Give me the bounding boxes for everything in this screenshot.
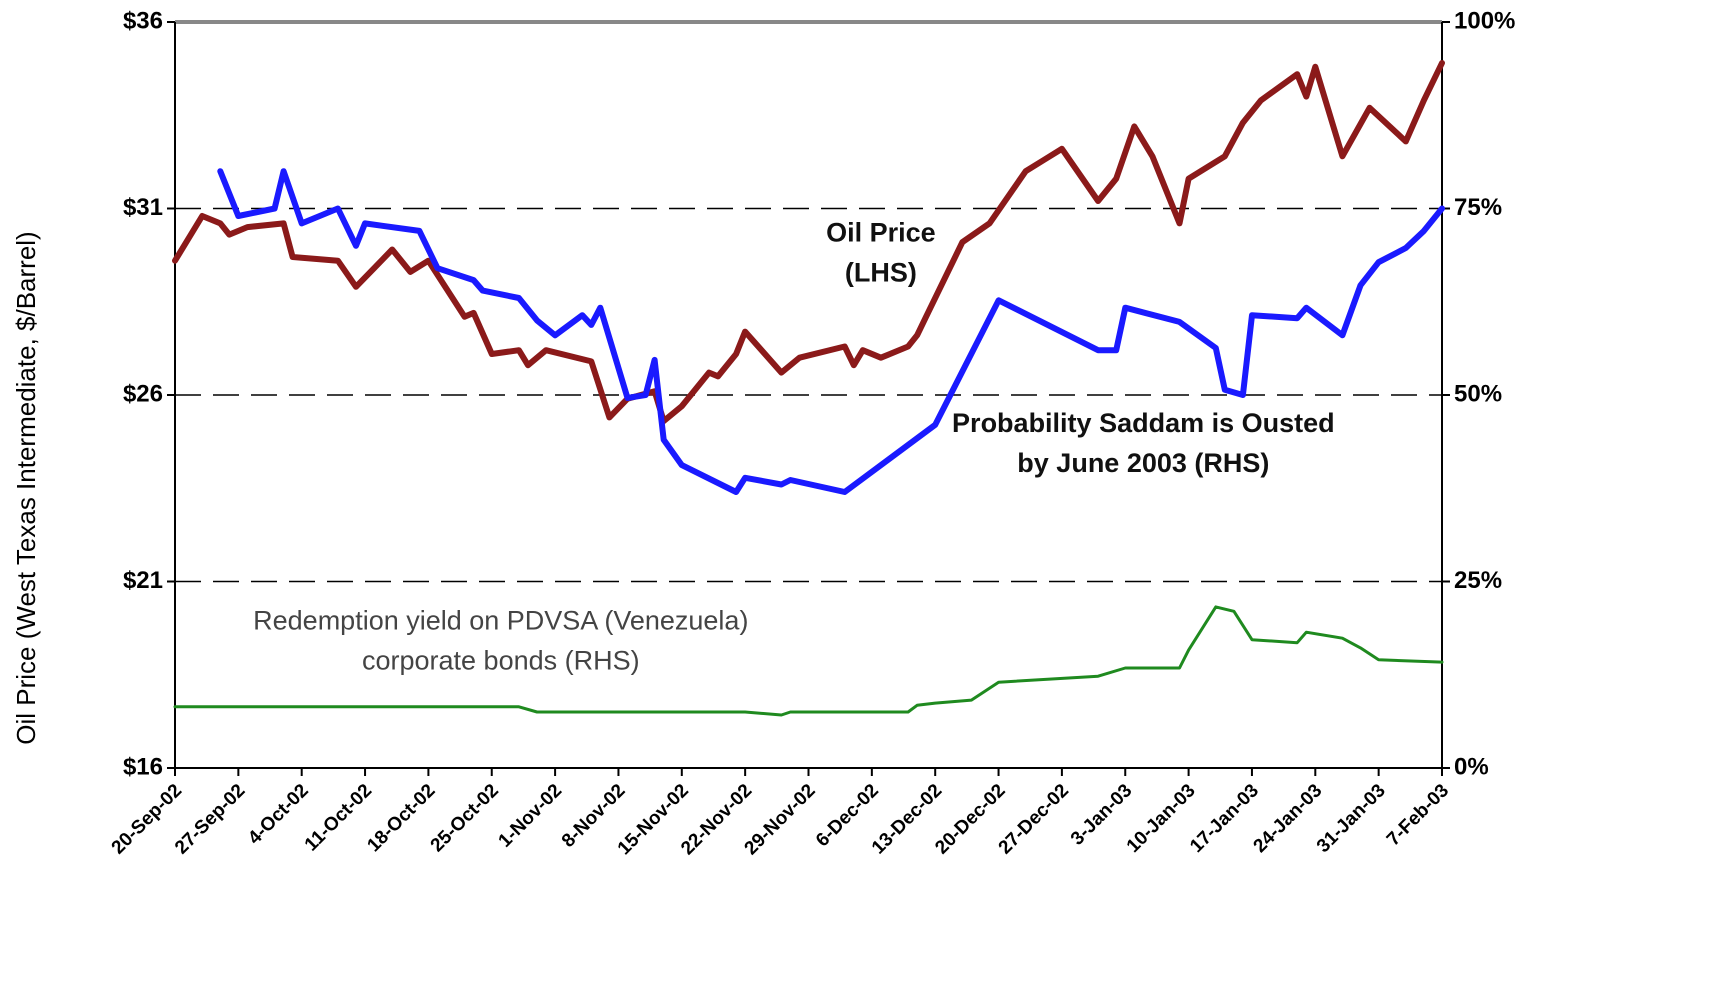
annotation: Probability Saddam is Ousted xyxy=(952,408,1335,438)
y-tick-label: $16 xyxy=(123,753,163,780)
y2-tick-label: 50% xyxy=(1454,380,1502,407)
y-axis-label: Oil Price (West Texas Intermediate, $/Ba… xyxy=(11,231,41,744)
y-tick-label: $21 xyxy=(123,567,163,594)
y2-tick-label: 75% xyxy=(1454,194,1502,221)
x-tick-label: 31-Jan-03 xyxy=(1313,780,1390,857)
series-line xyxy=(172,60,1445,425)
y-tick-label: $31 xyxy=(123,194,163,221)
y-tick-label: $26 xyxy=(123,380,163,407)
y2-tick-label: 25% xyxy=(1454,567,1502,594)
y2-tick-label: 0% xyxy=(1454,753,1489,780)
x-tick-label: 25-Oct-02 xyxy=(427,780,503,856)
annotation: (LHS) xyxy=(845,258,917,288)
y-tick-label: $36 xyxy=(123,7,163,34)
annotation: Redemption yield on PDVSA (Venezuela) xyxy=(253,606,748,636)
annotation: by June 2003 (RHS) xyxy=(1017,448,1269,478)
x-tick-label: 7-Feb-03 xyxy=(1383,780,1453,850)
annotation: corporate bonds (RHS) xyxy=(362,646,640,676)
series-line xyxy=(173,605,1444,717)
x-tick-label: 18-Oct-02 xyxy=(363,780,439,856)
annotation: Oil Price xyxy=(826,218,936,248)
y2-tick-label: 100% xyxy=(1454,7,1515,34)
x-tick-label: 1-Nov-02 xyxy=(495,780,567,852)
series-line xyxy=(217,168,1445,495)
